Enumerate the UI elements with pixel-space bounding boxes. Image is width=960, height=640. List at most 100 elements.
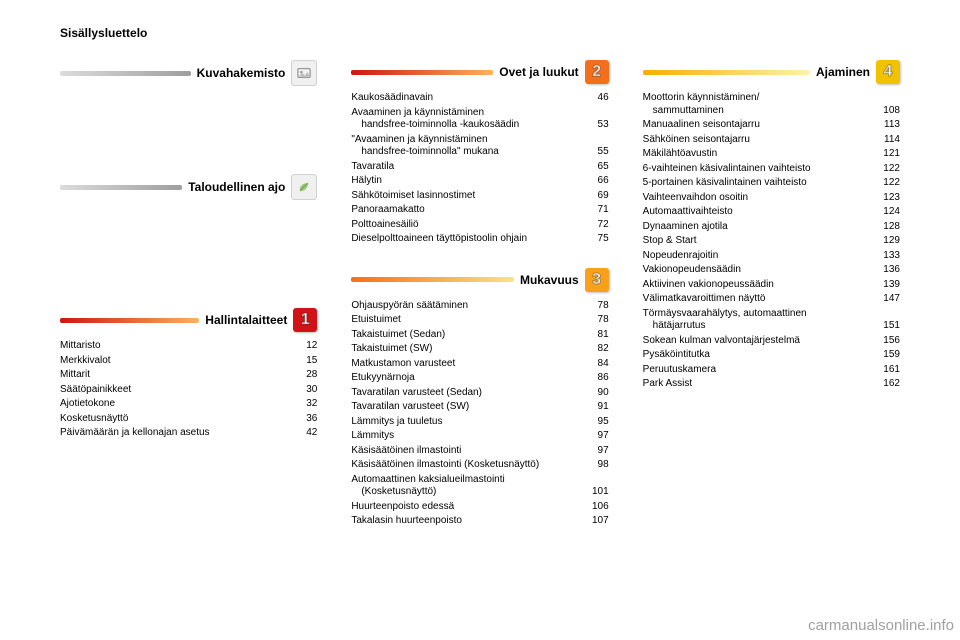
toc-entry: Park Assist162 (643, 378, 900, 391)
watermark: carmanualsonline.info (808, 617, 954, 634)
entry-label: Mäkilähtöavustin (643, 148, 870, 161)
toc-entry: Lämmitys97 (351, 430, 608, 443)
toc-entry: Käsisäätöinen ilmastointi (Kosketusnäytt… (351, 459, 608, 472)
entry-page: 122 (870, 177, 900, 190)
entries-hallinta: Mittaristo12 Merkkivalot15 Mittarit28 Sä… (60, 340, 317, 440)
entry-page: 162 (870, 378, 900, 391)
toc-entry: 6-vaihteinen käsivalintainen vaihteisto1… (643, 163, 900, 176)
leaf-icon (297, 180, 311, 194)
section-number-badge: 4 (876, 60, 900, 84)
entry-page: 32 (287, 398, 317, 411)
section-title: Ovet ja luukut (499, 65, 578, 79)
entry-page: 123 (870, 192, 900, 205)
entry-page: 97 (579, 430, 609, 443)
entry-page: 82 (579, 343, 609, 356)
toc-entry: Dynaaminen ajotila128 (643, 221, 900, 234)
photo-icon (297, 66, 311, 80)
toc-entry: Säätöpainikkeet30 (60, 384, 317, 397)
entry-label: Takaistuimet (SW) (351, 343, 578, 356)
toc-entry: Sokean kulman valvontajärjestelmä156 (643, 335, 900, 348)
entry-page: 114 (870, 134, 900, 147)
toc-entry: Mittarit28 (60, 369, 317, 382)
entry-page: 161 (870, 364, 900, 377)
entry-label: Sähköinen seisontajarru (643, 134, 870, 147)
entry-page: 72 (579, 219, 609, 232)
entry-label: Nopeudenrajoitin (643, 250, 870, 263)
entry-label: Automaattinen kaksialueilmastointi(Koske… (351, 474, 578, 499)
eco-icon (291, 174, 317, 200)
entry-label: Takalasin huurteenpoisto (351, 515, 578, 528)
entry-page: 128 (870, 221, 900, 234)
toc-entry: Sähkötoimiset lasinnostimet69 (351, 190, 608, 203)
gradient-bar (60, 318, 199, 323)
entries-ajaminen: Moottorin käynnistäminen/sammuttaminen10… (643, 92, 900, 391)
toc-entry: Panoraamakatto71 (351, 204, 608, 217)
badge-number: 4 (884, 63, 893, 81)
entry-page: 139 (870, 279, 900, 292)
section-bar (60, 71, 191, 76)
section-bar (60, 318, 199, 323)
entry-label: Stop & Start (643, 235, 870, 248)
column-right: Ajaminen 4 Moottorin käynnistäminen/samm… (643, 60, 900, 600)
entry-page: 15 (287, 355, 317, 368)
section-bar (60, 185, 182, 190)
toc-entry: Sähköinen seisontajarru114 (643, 134, 900, 147)
toc-entry: Vakionopeudensäädin136 (643, 264, 900, 277)
entry-page: 151 (870, 320, 900, 333)
toc-entry: Stop & Start129 (643, 235, 900, 248)
entry-page: 53 (579, 119, 609, 132)
entry-label: Ohjauspyörän säätäminen (351, 300, 578, 313)
section-number-badge: 2 (585, 60, 609, 84)
entry-label: Automaattivaihteisto (643, 206, 870, 219)
entry-label-main: Törmäysvaarahälytys, automaattinen (643, 308, 807, 319)
entry-label: Hälytin (351, 175, 578, 188)
entry-label: 5-portainen käsivalintainen vaihteisto (643, 177, 870, 190)
toc-entry: Käsisäätöinen ilmastointi97 (351, 445, 608, 458)
column-middle: Ovet ja luukut 2 Kaukosäädinavain46 Avaa… (351, 60, 608, 600)
section-title: Kuvahakemisto (197, 66, 286, 80)
section-head-hallinta: Hallintalaitteet 1 (60, 308, 317, 332)
entry-label: Sähkötoimiset lasinnostimet (351, 190, 578, 203)
spacer (351, 246, 608, 268)
section-title: Hallintalaitteet (205, 313, 287, 327)
entry-label-main: "Avaaminen ja käynnistäminen (351, 134, 487, 145)
entry-page: 91 (579, 401, 609, 414)
toc-entry: Matkustamon varusteet84 (351, 358, 608, 371)
section-bar (351, 277, 514, 282)
toc-entry: Peruutuskamera161 (643, 364, 900, 377)
entry-page: 129 (870, 235, 900, 248)
toc-entry: Lämmitys ja tuuletus95 (351, 416, 608, 429)
entry-label-main: Moottorin käynnistäminen/ (643, 92, 760, 103)
entry-page: 65 (579, 161, 609, 174)
toc-entry: Manuaalinen seisontajarru113 (643, 119, 900, 132)
entry-label: Törmäysvaarahälytys, automaattinenhätäja… (643, 308, 870, 333)
entry-label: Aktiivinen vakionopeussäädin (643, 279, 870, 292)
entries-mukavuus: Ohjauspyörän säätäminen78 Etuistuimet78 … (351, 300, 608, 528)
section-head-mukavuus: Mukavuus 3 (351, 268, 608, 292)
toc-entry: Kosketusnäyttö36 (60, 413, 317, 426)
entry-label: Panoraamakatto (351, 204, 578, 217)
entry-label: Välimatkavaroittimen näyttö (643, 293, 870, 306)
entry-label: Park Assist (643, 378, 870, 391)
toc-entry: Mittaristo12 (60, 340, 317, 353)
badge-number: 1 (301, 311, 310, 329)
section-number-badge: 3 (585, 268, 609, 292)
entry-page: 30 (287, 384, 317, 397)
page-title: Sisällysluettelo (60, 26, 147, 40)
section-bar (351, 70, 493, 75)
toc-entry: Törmäysvaarahälytys, automaattinenhätäja… (643, 308, 900, 333)
toc-entry: Ohjauspyörän säätäminen78 (351, 300, 608, 313)
entry-label-sub: handsfree-toiminnolla -kaukosäädin (351, 119, 570, 132)
toc-entry: Kaukosäädinavain46 (351, 92, 608, 105)
toc-entry: Vaihteenvaihdon osoitin123 (643, 192, 900, 205)
toc-entry: Automaattivaihteisto124 (643, 206, 900, 219)
badge-number: 3 (592, 271, 601, 289)
entry-page: 98 (579, 459, 609, 472)
entry-label: Vakionopeudensäädin (643, 264, 870, 277)
entry-page: 69 (579, 190, 609, 203)
section-head-taloudellinen: Taloudellinen ajo (60, 174, 317, 200)
spacer (60, 94, 317, 174)
entry-label: Takaistuimet (Sedan) (351, 329, 578, 342)
entry-page: 90 (579, 387, 609, 400)
section-head-kuvahakemisto: Kuvahakemisto (60, 60, 317, 86)
